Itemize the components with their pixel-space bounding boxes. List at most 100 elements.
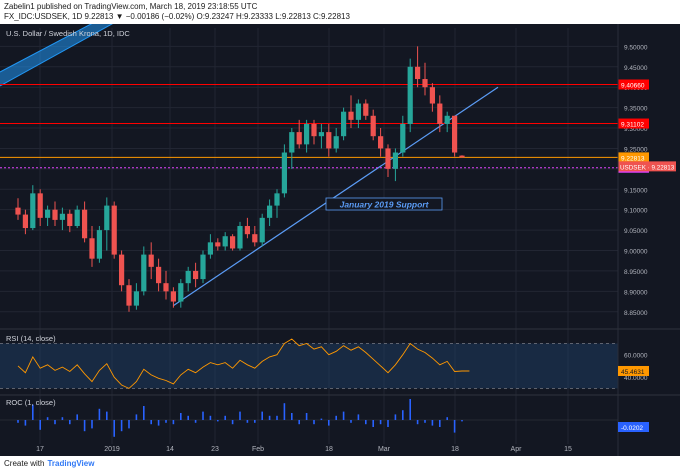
candle-body [326,132,332,149]
candle-body [370,115,376,137]
candle-body [89,238,95,259]
candle-body [274,193,280,206]
x-tick-label: Mar [378,446,391,453]
roc-bar [202,411,204,420]
candle-body [400,123,406,153]
roc-bar [446,417,448,420]
drawing-overlays[interactable]: January 2019 Support [0,24,618,307]
candle-body [318,132,324,137]
roc-bar [98,408,101,420]
candle-body [444,115,450,124]
roc-bar [128,420,130,429]
candle-body [259,217,265,243]
roc-value-tag [618,422,649,432]
roc-bar [194,420,197,423]
candle-body [67,213,73,227]
candle-body [452,115,458,153]
candle-body [415,66,421,80]
candle-body [422,79,428,88]
y-tick-label: 9.45000 [624,65,648,72]
roc-bar [231,420,234,425]
roc-bar [431,420,434,426]
candle-body [59,213,65,220]
candle-body [230,236,236,249]
candle-body [267,205,273,218]
rsi-band [0,343,618,389]
y-tick-label: 8.90000 [624,289,648,296]
roc-bar [217,420,219,422]
level-tag-text: 9.31102 [621,122,644,129]
candle-body [237,226,243,249]
roc-bar [402,410,404,420]
symbol-price-tag [618,161,676,172]
candle-body [45,209,51,218]
roc-bar [120,420,123,432]
candle-body [163,283,169,292]
roc-bar [305,413,308,420]
footer: Create with TradingView [4,459,94,468]
roc-bar [143,406,145,420]
symbol-quote: FX_IDC:USDSEK, 1D 9.22813 ▼ −0.00186 (−0… [4,12,350,21]
y-tick-label: 9.25000 [624,146,648,153]
roc-bar [106,411,108,420]
level-tag [618,118,649,129]
candle-body [281,152,287,194]
rsi-value-tag [618,365,649,376]
roc-bar [416,420,419,425]
candle-body [200,254,206,280]
roc-bar [350,420,352,423]
level-tag [618,152,649,163]
roc-bar [291,413,293,420]
roc-bar [268,415,271,420]
roc-bar [17,420,19,423]
x-tick-label: Apr [511,446,523,453]
roc-bar [32,404,34,420]
roc-bar [39,420,41,430]
roc-panel [0,399,618,437]
roc-bar [150,420,152,425]
y-tick-label: 9.15000 [624,187,648,194]
y-tick-label: 8.85000 [624,310,648,317]
roc-bar [453,420,456,433]
roc-bar [387,420,389,427]
roc-bar [187,415,189,420]
rsi-title: RSI (14, close) [6,334,56,343]
roc-bar [357,414,360,420]
candle-body [407,66,413,124]
candle-body [52,209,58,220]
roc-bar [135,414,138,420]
x-tick-label: Feb [252,446,264,453]
roc-bar [313,420,315,425]
roc-bar [394,414,397,420]
roc-bar [172,420,175,425]
roc-bar [409,399,411,420]
candle-body [111,205,117,255]
candle-body [348,111,354,120]
roc-bar [320,418,323,420]
tradingview-logo[interactable]: TradingView [47,459,95,468]
candle-body [170,291,176,302]
chart-title: U.S. Dollar / Swedish Krona, 1D, IDC [6,29,130,38]
roc-bar [254,420,256,423]
candle-body [141,254,147,292]
roc-bar [298,420,300,425]
candle-body [437,103,443,124]
roc-bar [46,417,49,420]
footer-text: Create with [4,459,45,468]
roc-bar [83,420,86,432]
rsi-tick-label: 40.0000 [624,375,648,382]
roc-bar [76,414,78,420]
chart-canvas[interactable]: January 2019 Support 17 2019 14 23 Feb 18 Mar 1… [0,24,680,456]
candle-body [244,226,250,235]
candle-body [82,209,88,239]
level-tag-text: 9.22813 [621,155,645,162]
candle-body [22,214,28,229]
roc-bar [372,420,374,427]
channel-line-upper [0,24,93,73]
roc-bar [335,415,337,420]
candle-body [178,283,184,302]
x-tick-label: 18 [451,446,459,453]
channel-line-lower [0,24,113,87]
candle-body [392,152,398,169]
roc-value-tag-text: -0.0202 [621,425,643,432]
